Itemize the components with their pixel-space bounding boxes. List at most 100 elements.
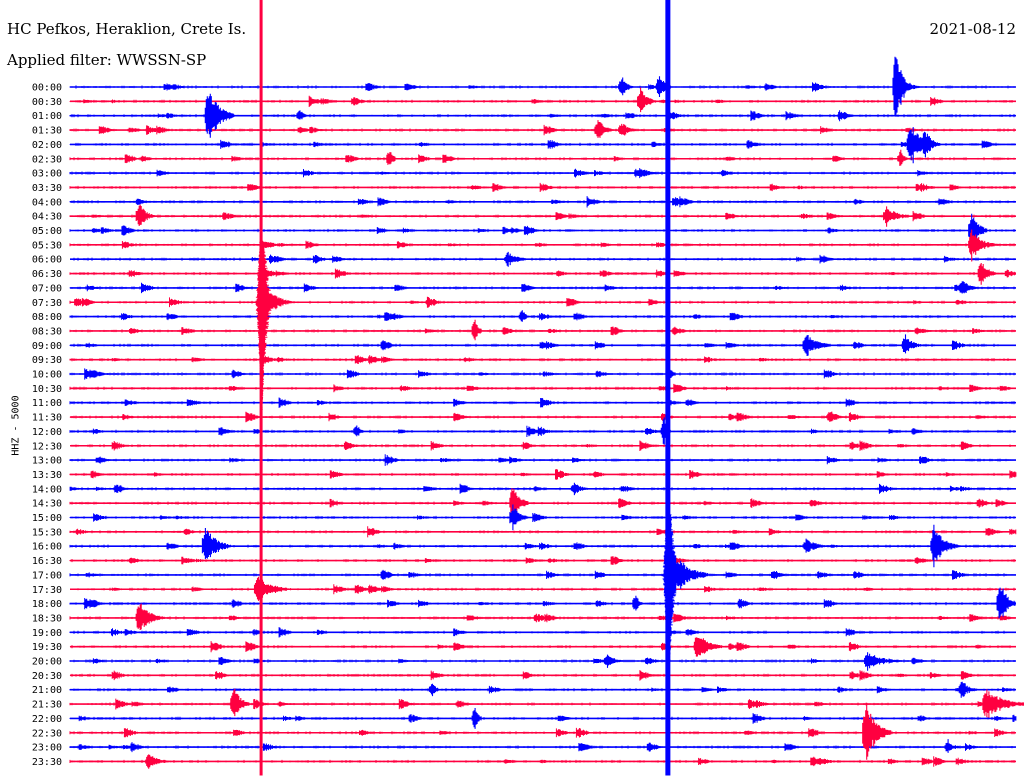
tick-label: 18:30 xyxy=(32,613,62,624)
trace-noise xyxy=(69,240,1015,249)
seismic-event xyxy=(471,708,482,729)
tick-label: 07:30 xyxy=(32,298,62,309)
tick-label: 01:30 xyxy=(32,126,62,137)
tick-label: 13:30 xyxy=(32,470,62,481)
seismic-event xyxy=(901,334,922,354)
seismic-event xyxy=(618,123,638,136)
seismic-event xyxy=(353,425,364,437)
trace-noise xyxy=(69,340,1015,351)
record-date: 2021-08-12 xyxy=(929,20,1016,38)
trace-noise xyxy=(69,312,1015,321)
tick-label: 11:30 xyxy=(32,413,62,424)
seismic-event xyxy=(637,87,657,113)
tick-label: 05:30 xyxy=(32,240,62,251)
tick-label: 18:00 xyxy=(32,599,62,610)
tick-label: 21:00 xyxy=(32,685,62,696)
seismic-event xyxy=(603,654,624,668)
trace-noise xyxy=(69,354,1015,365)
trace-noise xyxy=(69,139,1015,149)
seismic-event xyxy=(802,538,832,553)
tick-label: 01:00 xyxy=(32,111,62,122)
tick-label: 22:00 xyxy=(32,714,62,725)
seismic-event xyxy=(892,56,912,116)
tick-label: 00:00 xyxy=(32,83,62,94)
tick-label: 13:00 xyxy=(32,456,62,467)
seismic-event xyxy=(509,488,529,517)
trace-noise xyxy=(69,513,1015,522)
seismic-event xyxy=(930,524,960,568)
tick-label: 09:30 xyxy=(32,355,62,366)
seismic-event xyxy=(802,335,832,356)
trace-noise xyxy=(69,196,1015,208)
seismic-event xyxy=(897,149,908,166)
long-signal-peak xyxy=(662,514,680,715)
tick-label: 15:00 xyxy=(32,513,62,524)
trace-noise xyxy=(69,425,1015,437)
seismic-event xyxy=(958,281,978,294)
trace-noise xyxy=(69,498,1015,509)
seismic-event xyxy=(968,229,998,262)
seismic-event xyxy=(135,204,155,226)
trace-noise xyxy=(69,627,1015,638)
seismic-event xyxy=(982,689,1024,718)
trace-noise xyxy=(69,641,1015,653)
tick-label: 23:00 xyxy=(32,743,62,754)
seismic-event xyxy=(201,528,231,559)
seismic-event xyxy=(883,206,913,227)
trace-noise xyxy=(69,211,1015,222)
trace-noise xyxy=(69,397,1015,408)
seismic-event xyxy=(864,652,903,671)
trace-noise xyxy=(69,282,1015,294)
seismic-event xyxy=(594,120,614,138)
trace-noise xyxy=(69,225,1015,236)
seismic-event xyxy=(570,482,590,496)
trace-noise xyxy=(69,727,1015,738)
tick-label: 04:30 xyxy=(32,212,62,223)
seismic-event xyxy=(618,77,634,96)
trace-noise xyxy=(69,469,1017,480)
tick-label: 21:30 xyxy=(32,700,62,711)
tick-label: 14:00 xyxy=(32,484,62,495)
trace-noise xyxy=(69,168,1015,179)
seismic-event xyxy=(968,213,988,246)
tick-label: 02:00 xyxy=(32,140,62,151)
seismic-event xyxy=(135,603,165,630)
tick-label: 19:00 xyxy=(32,628,62,639)
seismic-event xyxy=(504,251,524,267)
long-signal-peak xyxy=(255,241,273,442)
trace-noise xyxy=(69,368,1015,380)
seismic-event xyxy=(230,688,250,717)
tick-label: 09:00 xyxy=(32,341,62,352)
seismic-event xyxy=(386,152,397,165)
tick-label: 12:00 xyxy=(32,427,62,438)
seismic-event xyxy=(693,637,723,657)
tick-label: 06:30 xyxy=(32,269,62,280)
tick-label: 07:00 xyxy=(32,283,62,294)
trace-noise xyxy=(69,584,1015,595)
seismic-event xyxy=(826,411,846,422)
filter-label: Applied filter: WWSSN-SP xyxy=(7,51,207,69)
tick-label: 08:30 xyxy=(32,326,62,337)
trace-noise xyxy=(69,82,1015,92)
seismic-event xyxy=(296,110,307,120)
trace-noise xyxy=(69,154,1015,164)
tick-label: 02:30 xyxy=(32,154,62,165)
tick-label: 10:30 xyxy=(32,384,62,395)
trace-noise xyxy=(69,556,1015,565)
trace-noise xyxy=(69,569,1015,580)
tick-label: 08:00 xyxy=(32,312,62,323)
seismic-event xyxy=(428,683,440,697)
tick-label: 14:30 xyxy=(32,499,62,510)
tick-label: 17:00 xyxy=(32,570,62,581)
seismic-event xyxy=(944,739,955,753)
trace-noise xyxy=(69,657,1015,665)
tick-label: 03:30 xyxy=(32,183,62,194)
seismic-event xyxy=(977,263,997,285)
tick-label: 20:00 xyxy=(32,657,62,668)
station-title: HC Pefkos, Heraklion, Crete Is. xyxy=(7,20,247,38)
trace-noise xyxy=(71,254,1015,264)
trace-noise xyxy=(69,296,1015,308)
tick-label: 00:30 xyxy=(32,97,62,108)
tick-label: 06:00 xyxy=(32,255,62,266)
